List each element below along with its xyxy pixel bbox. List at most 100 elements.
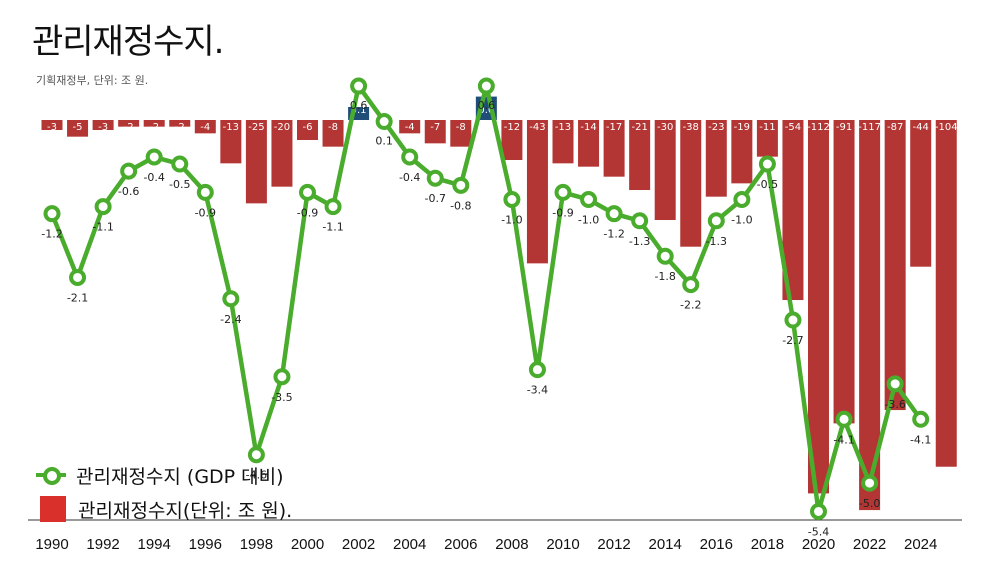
line-label-2024: -4.1	[910, 433, 931, 446]
bars-layer	[41, 96, 957, 511]
line-label-2005: -0.7	[425, 192, 446, 205]
bar-label-2022: -117	[858, 122, 881, 133]
line-label-2015: -2.2	[680, 299, 701, 312]
bar-label-1996: -4	[200, 122, 210, 133]
line-label-2023: -3.6	[884, 398, 905, 411]
x-ticks-layer: 1990 1992 1994 1996 1998 2000 2002 2004 2006 2008…	[35, 536, 937, 553]
line-point-2024	[912, 410, 930, 428]
line-point-1999	[273, 368, 291, 386]
line-point-2022	[861, 474, 879, 492]
line-point-2011	[580, 191, 598, 208]
line-label-2002: 0.6	[350, 99, 368, 112]
x-tick-1992: 1992	[86, 536, 119, 553]
line-point-2006	[452, 176, 470, 194]
x-tick-2020: 2020	[802, 536, 835, 553]
bar-1999	[271, 120, 293, 187]
line-label-2001: -1.1	[322, 221, 343, 234]
bar-label-1994: -2	[149, 122, 159, 133]
x-tick-2018: 2018	[751, 536, 784, 553]
bar-2017	[731, 120, 753, 184]
bar-2004	[399, 120, 421, 134]
bar-2019	[782, 120, 804, 301]
line-point-2002	[350, 77, 368, 95]
bar-label-2015: -38	[683, 122, 699, 133]
bar-label-2010: -13	[555, 122, 571, 133]
line-point-2010	[554, 183, 572, 201]
line-layer	[43, 77, 930, 520]
bar-2014	[654, 120, 676, 221]
bar-2018	[756, 120, 778, 157]
x-tick-2010: 2010	[546, 536, 579, 553]
x-tick-2000: 2000	[291, 536, 324, 553]
bar-positive-label-2002: 5.1	[351, 105, 367, 116]
bar-label-2021: -91	[836, 122, 852, 133]
bar-2000	[297, 120, 318, 141]
line-label-1994: -0.4	[143, 171, 164, 184]
line-label-2004: -0.4	[399, 171, 420, 184]
legend-bar-label: 관리재정수지(단위: 조 원).	[78, 499, 293, 522]
bar-2025	[935, 120, 957, 467]
line-point-1990	[43, 205, 61, 223]
bar-2009	[526, 120, 548, 264]
line-label-1992: -1.1	[92, 221, 113, 234]
x-tick-2014: 2014	[649, 536, 682, 553]
bar-2008	[501, 120, 523, 161]
bar-2023	[884, 120, 906, 411]
x-tick-2022: 2022	[853, 536, 886, 553]
line-label-2021: -4.1	[833, 433, 854, 446]
line-label-2020: -5.4	[808, 525, 829, 538]
bar-label-1992: -3	[98, 122, 108, 133]
bar-1990	[41, 120, 63, 131]
bar-label-2011: -14	[580, 122, 596, 133]
bar-label-2019: -54	[785, 122, 801, 133]
line-label-1991: -2.1	[67, 291, 88, 304]
x-tick-2004: 2004	[393, 536, 426, 553]
bar-2021	[833, 120, 855, 424]
bar-label-2020: -112	[807, 122, 830, 133]
x-tick-1996: 1996	[189, 536, 222, 553]
line-point-2000	[299, 183, 316, 201]
legend-item-bar: 관리재정수지(단위: 조 원).	[36, 492, 292, 526]
bar-positive-label-2007: 0.6	[478, 105, 494, 116]
bar-1992	[92, 120, 114, 131]
line-point-2018	[758, 155, 776, 173]
bar-label-2005: -7	[430, 122, 440, 133]
bar-label-2016: -23	[708, 122, 724, 133]
x-tick-2008: 2008	[495, 536, 528, 553]
line-label-1995: -0.5	[169, 178, 190, 191]
line-point-1996	[196, 183, 214, 201]
line-label-2012: -1.2	[603, 228, 624, 241]
x-tick-2002: 2002	[342, 536, 375, 553]
legend-item-line: 관리재정수지 (GDP 대비)	[36, 458, 292, 492]
bar-1993	[118, 120, 140, 127]
bar-1991	[67, 120, 89, 137]
line-point-2009	[528, 361, 546, 379]
bar-label-2004: -4	[405, 122, 415, 133]
legend-line-marker-icon	[36, 460, 66, 490]
line-label-1990: -1.2	[41, 228, 62, 241]
line-point-1998	[247, 446, 265, 464]
legend-bar-swatch-icon	[40, 496, 66, 522]
bar-2013	[629, 120, 651, 191]
line-label-2009: -3.4	[527, 384, 548, 397]
bar-1998	[245, 120, 267, 204]
bar-label-2024: -44	[913, 122, 929, 133]
line-label-2013: -1.3	[629, 235, 650, 248]
bar-label-1993: -2	[124, 122, 134, 133]
line-label-1993: -0.6	[118, 185, 139, 198]
line-point-2021	[835, 410, 853, 428]
line-point-2013	[631, 212, 649, 230]
bar-1995	[169, 120, 191, 127]
bar-label-1999: -20	[274, 122, 290, 133]
line-label-2007: 0.6	[478, 99, 496, 112]
line-point-2019	[784, 311, 802, 329]
x-tick-2024: 2024	[904, 536, 937, 553]
bar-label-1991: -5	[73, 122, 83, 133]
line-label-2017: -1.0	[731, 214, 752, 227]
line-label-2006: -0.8	[450, 199, 471, 212]
line-point-2004	[401, 148, 419, 166]
bar-2016	[705, 120, 727, 197]
bar-1994	[143, 120, 165, 127]
line-label-2008: -1.0	[501, 214, 522, 227]
